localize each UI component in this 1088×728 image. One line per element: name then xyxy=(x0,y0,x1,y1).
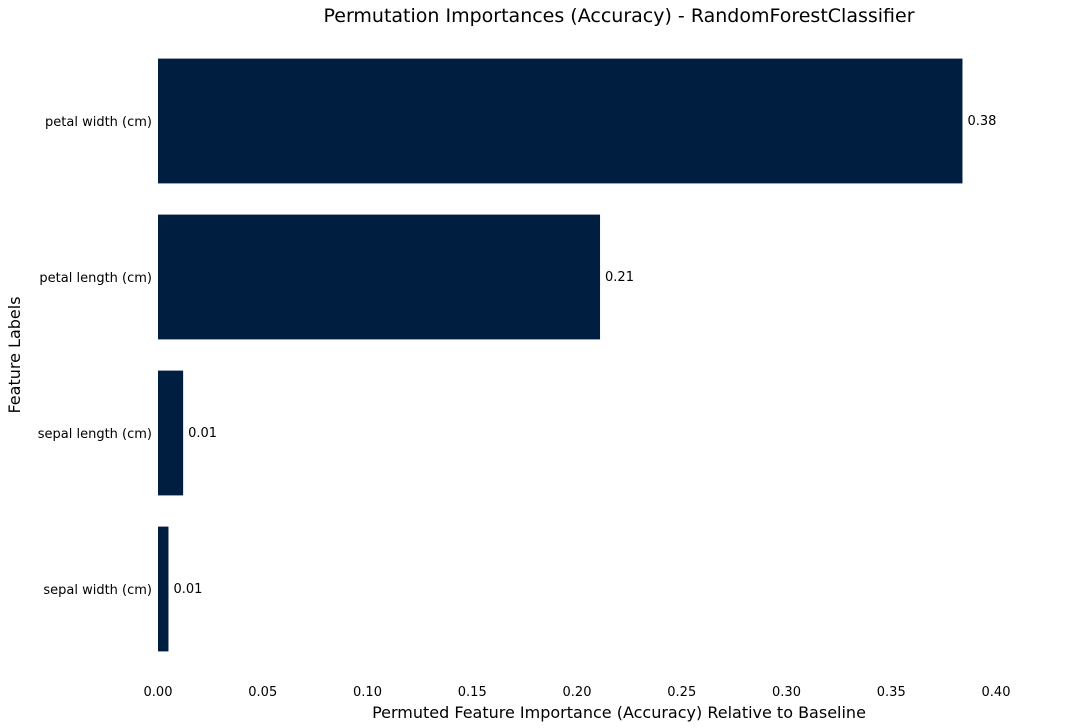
category-label: sepal width (cm) xyxy=(43,583,152,598)
x-tick-label: 0.05 xyxy=(248,685,277,700)
x-tick-label: 0.20 xyxy=(563,685,592,700)
x-tick-label: 0.15 xyxy=(458,685,487,700)
bar xyxy=(158,526,169,652)
x-tick-label: 0.25 xyxy=(667,685,696,700)
x-tick-label: 0.35 xyxy=(877,685,906,700)
category-labels-group: petal width (cm) petal length (cm) sepal l… xyxy=(38,115,152,598)
bar xyxy=(158,58,963,184)
x-tick-label: 0.30 xyxy=(772,685,801,700)
data-label: 0.21 xyxy=(605,270,634,285)
x-axis-label: Permuted Feature Importance (Accuracy) R… xyxy=(372,703,866,722)
chart-title: Permutation Importances (Accuracy) - Ran… xyxy=(323,5,914,27)
bars-group xyxy=(158,58,963,652)
category-label: petal width (cm) xyxy=(45,115,152,130)
bar xyxy=(158,214,601,340)
x-tick-label: 0.40 xyxy=(982,685,1011,700)
bar xyxy=(158,370,184,496)
x-tick-labels-group: 0.00 0.05 0.10 0.15 0.20 0.25 0.30 0.35 0.40 xyxy=(144,685,1011,700)
category-label: petal length (cm) xyxy=(39,271,152,286)
data-label: 0.01 xyxy=(173,582,202,597)
data-labels-group: 0.38 0.21 0.01 0.01 xyxy=(173,114,996,597)
data-label: 0.01 xyxy=(188,426,217,441)
data-label: 0.38 xyxy=(967,114,996,129)
y-axis-label: Feature Labels xyxy=(5,296,24,413)
x-tick-label: 0.10 xyxy=(353,685,382,700)
x-tick-label: 0.00 xyxy=(144,685,173,700)
category-label: sepal length (cm) xyxy=(38,427,152,442)
